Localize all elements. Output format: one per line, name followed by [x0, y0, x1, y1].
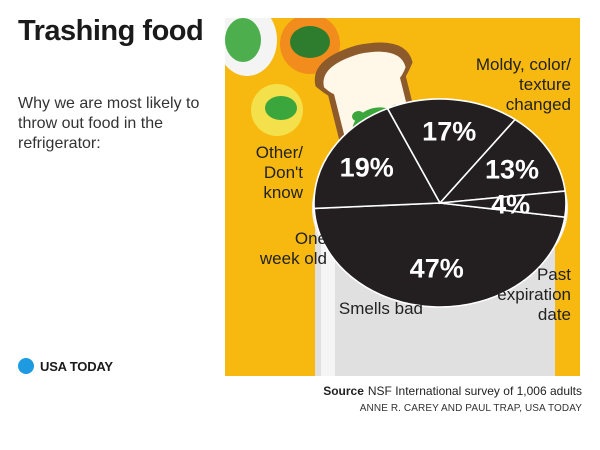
mold-spots-icon	[290, 26, 330, 58]
pie-slice	[438, 118, 567, 204]
slice-category-label: Other/Don't know	[256, 143, 304, 202]
slice-percent-label: 17%	[422, 117, 476, 147]
brand-dot-icon	[18, 358, 34, 374]
source-text: NSF International survey of 1,006 adults	[367, 384, 582, 398]
mold-spots-icon	[265, 96, 297, 120]
pie-slices	[313, 98, 567, 308]
slice-percent-label: 19%	[340, 152, 394, 182]
pie-category-labels: Moldy, color/texture changed Past expiratio…	[256, 55, 572, 324]
mold-spots-icon	[225, 18, 261, 62]
source-line: Source NSF International survey of 1,006 …	[323, 384, 582, 398]
slice-percent-label: 4%	[491, 190, 530, 220]
pie-slice	[386, 98, 517, 205]
pie-slice	[313, 202, 566, 308]
slice-category-label: One week old	[259, 229, 327, 268]
slice-percent-label: 47%	[410, 253, 464, 283]
brand-logo: USA TODAY	[18, 358, 113, 374]
slice-category-label: Past expiration date	[497, 265, 571, 324]
slice-percent-label: 13%	[485, 155, 539, 185]
source-label: Source	[323, 384, 364, 398]
pie-slice	[439, 190, 567, 218]
chart-title: Trashing food	[18, 15, 204, 47]
pie-chart: 47% 19% 17% 13% 4% Moldy, color/texture chang…	[225, 18, 580, 376]
chart-subtitle: Why we are most likely to throw out food…	[18, 95, 200, 152]
pie-percent-labels: 47% 19% 17% 13% 4%	[340, 117, 539, 284]
brand-name: USA TODAY	[40, 358, 113, 374]
pie-slice	[313, 107, 442, 210]
slice-category-label: Moldy, color/texture changed	[476, 55, 571, 114]
credit-line: ANNE R. CAREY AND PAUL TRAP, USA TODAY	[359, 403, 582, 414]
slice-category-label: Smells bad	[339, 299, 423, 318]
